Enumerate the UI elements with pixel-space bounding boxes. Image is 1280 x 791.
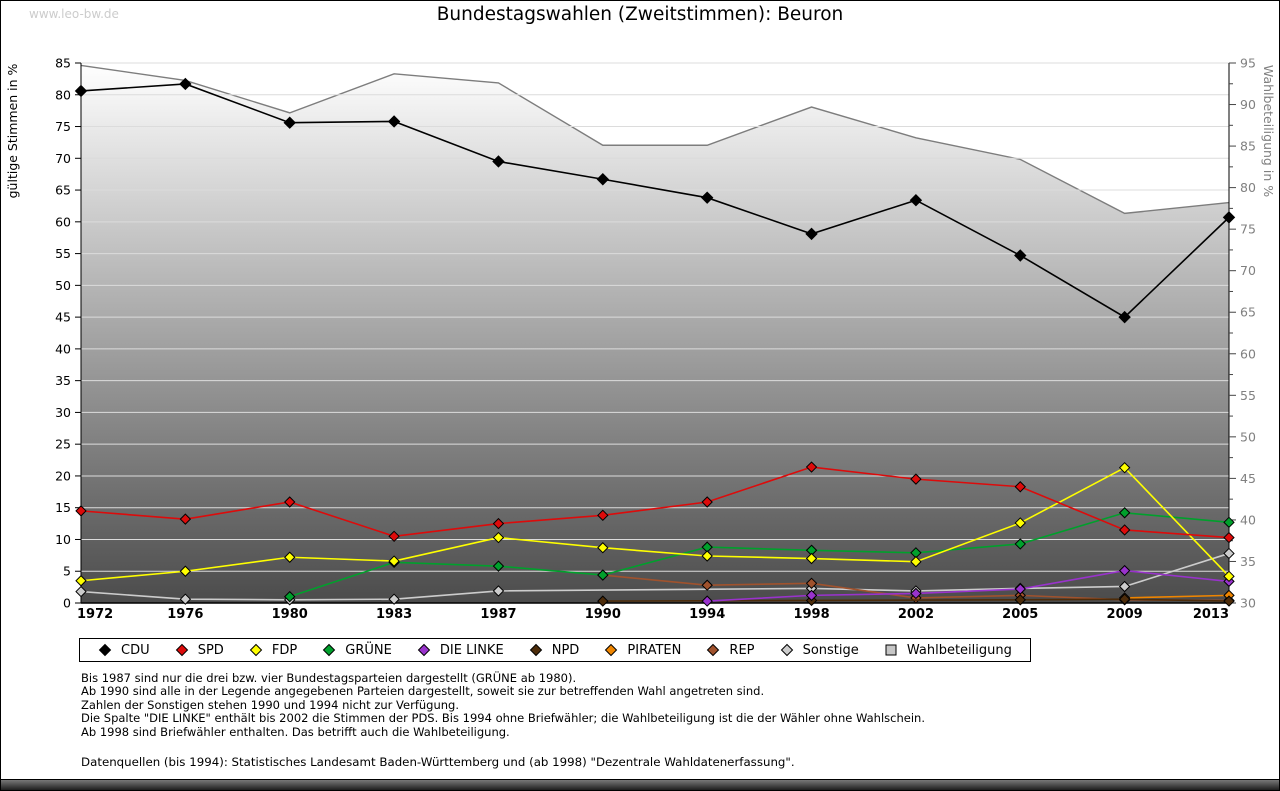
svg-text:1994: 1994 bbox=[689, 607, 725, 622]
series-npd bbox=[597, 593, 1235, 607]
svg-text:2009: 2009 bbox=[1107, 607, 1143, 622]
diamond-marker-icon bbox=[707, 643, 720, 657]
footnote-line: Die Spalte "DIE LINKE" enthält bis 2002 … bbox=[81, 711, 925, 726]
svg-text:1998: 1998 bbox=[793, 607, 829, 622]
diamond-marker-icon bbox=[175, 643, 188, 657]
legend-label: PIRATEN bbox=[627, 642, 682, 658]
svg-text:75: 75 bbox=[1240, 222, 1256, 237]
svg-text:45: 45 bbox=[55, 310, 71, 325]
legend-item-spd: SPD bbox=[175, 643, 224, 658]
svg-text:45: 45 bbox=[1240, 471, 1256, 486]
legend-item-wahlbeteiligung: Wahlbeteiligung bbox=[884, 643, 1012, 658]
legend-label: REP bbox=[729, 642, 755, 658]
legend: CDU SPD FDP GRÜNE DIE LINKE NPD PIRATEN REP Sons… bbox=[79, 638, 1031, 662]
square-marker-icon bbox=[885, 644, 897, 656]
svg-text:1972: 1972 bbox=[77, 607, 113, 622]
left-axis-title: gültige Stimmen in % bbox=[5, 63, 20, 198]
diamond-marker-icon bbox=[529, 643, 542, 657]
legend-label: FDP bbox=[271, 642, 298, 658]
footnote-line: Bis 1987 sind nur die drei bzw. vier Bun… bbox=[81, 671, 577, 685]
svg-text:80: 80 bbox=[55, 87, 71, 102]
svg-text:55: 55 bbox=[55, 246, 71, 261]
svg-text:50: 50 bbox=[1240, 429, 1256, 444]
footnotes: Bis 1987 sind nur die drei bzw. vier Bun… bbox=[81, 671, 925, 770]
legend-label: NPD bbox=[551, 642, 580, 658]
svg-text:35: 35 bbox=[1240, 554, 1256, 569]
data-source-line: Datenquellen (bis 1994): Statistisches L… bbox=[81, 755, 795, 770]
legend-label: Wahlbeteiligung bbox=[906, 642, 1012, 658]
diamond-marker-icon bbox=[249, 643, 263, 657]
svg-text:85: 85 bbox=[55, 56, 71, 71]
participation-area bbox=[80, 64, 1230, 603]
footnote-line: Ab 1998 sind Briefwähler enthalten. Das … bbox=[81, 724, 510, 739]
footnote-line: Zahlen der Sonstigen stehen 1990 und 199… bbox=[81, 697, 460, 712]
bottom-scrollbar[interactable] bbox=[1, 779, 1279, 790]
svg-text:15: 15 bbox=[55, 500, 71, 515]
svg-text:20: 20 bbox=[55, 468, 71, 483]
svg-text:75: 75 bbox=[55, 119, 71, 134]
svg-text:40: 40 bbox=[1240, 512, 1256, 527]
svg-text:80: 80 bbox=[1240, 180, 1256, 195]
svg-text:60: 60 bbox=[1240, 346, 1256, 361]
legend-item-die-linke: DIE LINKE bbox=[417, 643, 504, 658]
svg-text:1987: 1987 bbox=[480, 607, 516, 622]
svg-text:95: 95 bbox=[1240, 56, 1256, 71]
svg-text:10: 10 bbox=[55, 532, 71, 547]
svg-text:90: 90 bbox=[1240, 97, 1256, 112]
right-axis-ticks: 30 35 40 45 50 55 60 65 70 75 80 85 90 95 bbox=[1229, 56, 1256, 611]
legend-label: CDU bbox=[121, 642, 150, 658]
svg-text:1990: 1990 bbox=[585, 607, 621, 622]
svg-text:1983: 1983 bbox=[376, 607, 412, 622]
svg-text:40: 40 bbox=[55, 341, 71, 356]
svg-text:85: 85 bbox=[1240, 139, 1256, 154]
legend-label: SPD bbox=[197, 642, 224, 658]
legend-label: GRÜNE bbox=[345, 642, 392, 658]
svg-text:1980: 1980 bbox=[272, 607, 308, 622]
legend-label: Sonstige bbox=[802, 642, 859, 658]
legend-item-cdu: CDU bbox=[98, 643, 150, 658]
svg-text:1976: 1976 bbox=[167, 607, 203, 622]
svg-text:2005: 2005 bbox=[1002, 607, 1038, 622]
svg-text:30: 30 bbox=[1240, 596, 1256, 611]
diamond-marker-icon bbox=[605, 643, 618, 657]
svg-text:55: 55 bbox=[1240, 388, 1256, 403]
svg-text:0: 0 bbox=[63, 596, 71, 611]
legend-item-rep: REP bbox=[706, 642, 755, 658]
legend-item-sonstige: Sonstige bbox=[780, 643, 859, 658]
svg-text:70: 70 bbox=[1240, 263, 1256, 278]
series-cdu bbox=[74, 77, 1236, 324]
left-axis-ticks: 0 5 10 15 20 25 30 35 40 45 50 55 60 65 70 75 80 85 bbox=[55, 56, 81, 611]
footnote-line: Ab 1990 sind alle in der Legende angegeb… bbox=[81, 684, 765, 699]
diamond-marker-icon bbox=[780, 643, 793, 657]
watermark: www.leo-bw.de bbox=[29, 7, 119, 21]
svg-text:70: 70 bbox=[55, 151, 71, 166]
legend-label: DIE LINKE bbox=[439, 642, 504, 658]
svg-text:5: 5 bbox=[63, 564, 71, 579]
diamond-marker-icon bbox=[323, 643, 336, 657]
svg-text:65: 65 bbox=[55, 183, 71, 198]
page-title: Bundestagswahlen (Zweitstimmen): Beuron bbox=[436, 4, 844, 25]
right-axis-title: Wahlbeteiligung in % bbox=[1261, 65, 1276, 197]
x-axis-labels: 1972 1976 1980 1983 1987 1990 1994 1998 2002 2005… bbox=[77, 607, 1229, 622]
diamond-marker-icon bbox=[417, 643, 431, 657]
diamond-marker-icon bbox=[98, 643, 112, 657]
svg-text:25: 25 bbox=[55, 437, 71, 452]
svg-text:30: 30 bbox=[55, 405, 71, 420]
legend-item-fdp: FDP bbox=[249, 643, 297, 658]
svg-text:2013: 2013 bbox=[1193, 607, 1229, 622]
svg-text:35: 35 bbox=[55, 373, 71, 388]
series-spd bbox=[75, 461, 1235, 544]
election-chart: 0 5 10 15 20 25 30 35 40 45 50 55 60 65 70 75 80 85 30 35 40… bbox=[5, 56, 1276, 623]
svg-text:65: 65 bbox=[1240, 305, 1256, 320]
series-fdp bbox=[75, 461, 1235, 587]
legend-item-grüne: GRÜNE bbox=[322, 643, 392, 658]
svg-text:50: 50 bbox=[55, 278, 71, 293]
legend-item-piraten: PIRATEN bbox=[604, 643, 681, 658]
legend-item-npd: NPD bbox=[529, 642, 580, 658]
svg-text:60: 60 bbox=[55, 214, 71, 229]
svg-text:2002: 2002 bbox=[898, 607, 934, 622]
